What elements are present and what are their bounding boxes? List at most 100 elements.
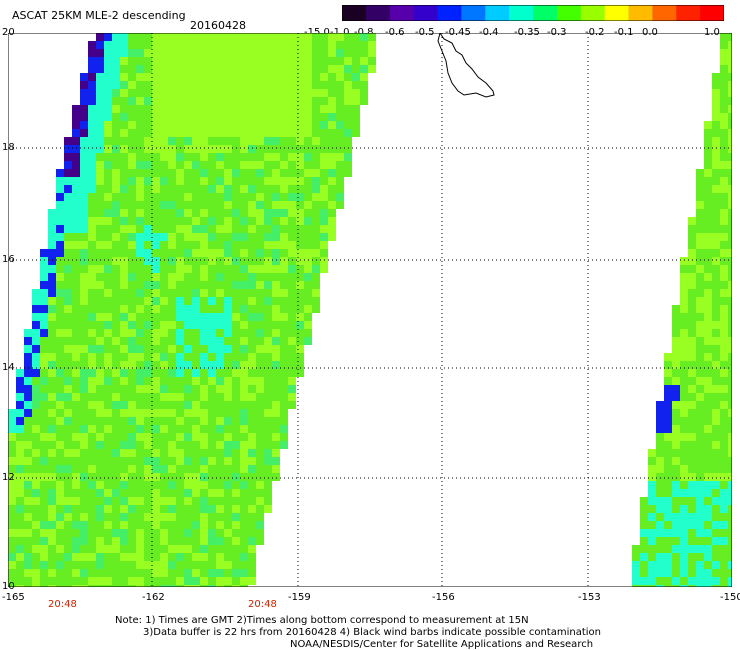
swath-cell: [688, 481, 696, 489]
swath-cell: [240, 145, 248, 153]
swath-cell: [688, 265, 696, 273]
swath-cell: [184, 529, 192, 537]
swath-cell: [320, 217, 328, 225]
swath-cell: [176, 233, 184, 241]
swath-cell: [40, 425, 48, 433]
swath-cell: [88, 209, 96, 217]
swath-cell: [56, 577, 64, 585]
swath-cell: [192, 537, 200, 545]
colorbar-swatch: [437, 5, 462, 21]
swath-cell: [32, 577, 40, 585]
swath-cell: [168, 529, 176, 537]
swath-cell: [128, 73, 136, 81]
swath-cell: [344, 113, 352, 121]
swath-cell: [296, 201, 304, 209]
swath-cell: [104, 305, 112, 313]
swath-cell: [88, 273, 96, 281]
swath-cell: [224, 97, 232, 105]
swath-cell: [712, 457, 720, 465]
swath-cell: [672, 521, 680, 529]
swath-cell: [216, 57, 224, 65]
swath-cell: [184, 577, 192, 585]
swath-cell: [120, 249, 128, 257]
swath-cell: [72, 353, 80, 361]
swath-cell: [232, 489, 240, 497]
swath-cell: [720, 153, 728, 161]
swath-cell: [48, 377, 56, 385]
swath-cell: [240, 393, 248, 401]
swath-cell: [136, 489, 144, 497]
swath-cell: [112, 233, 120, 241]
swath-cell: [256, 289, 264, 297]
swath-cell: [224, 497, 232, 505]
swath-cell: [664, 385, 672, 393]
swath-cell: [168, 489, 176, 497]
swath-cell: [176, 129, 184, 137]
swath-cell: [672, 361, 680, 369]
swath-cell: [328, 89, 336, 97]
swath-cell: [104, 313, 112, 321]
swath-cell: [224, 441, 232, 449]
swath-cell: [128, 81, 136, 89]
swath-cell: [40, 257, 48, 265]
swath-cell: [32, 457, 40, 465]
swath-cell: [720, 201, 728, 209]
swath-cell: [184, 377, 192, 385]
swath-cell: [88, 417, 96, 425]
swath-cell: [184, 569, 192, 577]
swath-cell: [40, 521, 48, 529]
swath-cell: [336, 201, 344, 209]
swath-cell: [328, 57, 336, 65]
swath-cell: [344, 161, 352, 169]
swath-cell: [720, 273, 728, 281]
swath-cell: [288, 233, 296, 241]
swath-cell: [128, 313, 136, 321]
swath-cell: [32, 305, 40, 313]
swath-cell: [80, 433, 88, 441]
swath-cell: [240, 289, 248, 297]
swath-cell: [648, 473, 656, 481]
swath-cell: [712, 385, 720, 393]
swath-cell: [216, 513, 224, 521]
swath-cell: [224, 537, 232, 545]
swath-cell: [280, 137, 288, 145]
swath-cell: [184, 497, 192, 505]
swath-cell: [88, 185, 96, 193]
swath-cell: [88, 145, 96, 153]
swath-cell: [704, 305, 712, 313]
swath-cell: [128, 513, 136, 521]
swath-cell: [272, 289, 280, 297]
swath-cell: [680, 409, 688, 417]
swath-cell: [328, 121, 336, 129]
swath-cell: [32, 489, 40, 497]
swath-cell: [168, 297, 176, 305]
swath-cell: [248, 313, 256, 321]
swath-cell: [88, 121, 96, 129]
swath-cell: [216, 81, 224, 89]
swath-cell: [704, 345, 712, 353]
swath-cell: [104, 489, 112, 497]
swath-cell: [288, 201, 296, 209]
swath-cell: [176, 569, 184, 577]
swath-cell: [152, 537, 160, 545]
swath-cell: [688, 377, 696, 385]
swath-cell: [120, 577, 128, 585]
swath-cell: [720, 585, 728, 587]
swath-cell: [248, 233, 256, 241]
swath-cell: [40, 449, 48, 457]
swath-cell: [672, 449, 680, 457]
swath-cell: [296, 313, 304, 321]
swath-cell: [72, 561, 80, 569]
swath-cell: [264, 65, 272, 73]
swath-cell: [32, 545, 40, 553]
swath-cell: [64, 305, 72, 313]
swath-cell: [56, 305, 64, 313]
swath-cell: [8, 545, 16, 553]
swath-cell: [112, 97, 120, 105]
swath-cell: [144, 425, 152, 433]
swath-cell: [16, 377, 24, 385]
swath-cell: [8, 553, 16, 561]
swath-cell: [160, 561, 168, 569]
swath-cell: [720, 161, 728, 169]
swath-cell: [200, 513, 208, 521]
